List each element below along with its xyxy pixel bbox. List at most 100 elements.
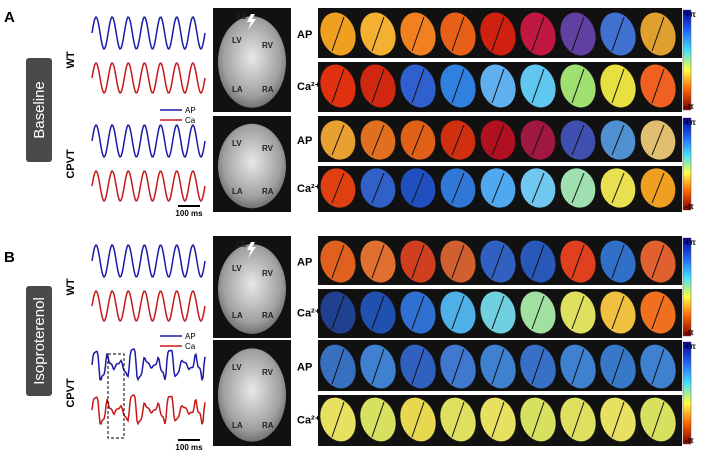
phase-arrow: [571, 172, 585, 204]
heart-label: RA: [262, 311, 274, 320]
phase-arrow: [331, 348, 345, 385]
phase-arrow: [491, 16, 505, 52]
phase-arrow: [651, 124, 665, 156]
legend-label: Ca: [185, 342, 196, 351]
legend-label: AP: [185, 106, 196, 115]
phase-arrow: [371, 68, 385, 104]
heart-label: RV: [262, 269, 274, 278]
map-row-label: AP: [297, 135, 312, 147]
phase-arrow: [491, 348, 505, 385]
heart-label: ES: [236, 12, 247, 21]
heart-label: LV: [232, 264, 242, 273]
phase-arrow: [451, 16, 465, 52]
colorbar-label: +π: [685, 238, 696, 247]
heart: [218, 123, 286, 209]
phase-arrow: [451, 348, 465, 385]
condition-box: [26, 286, 52, 396]
phase-arrow: [451, 401, 465, 438]
colorbar-label: -π: [685, 202, 694, 211]
phase-arrow: [451, 172, 465, 204]
condition-box: [26, 58, 52, 162]
phase-arrow: [371, 348, 385, 385]
genotype-label: CPVT: [65, 378, 77, 408]
heart-label: LA: [232, 85, 243, 94]
scale-bar-label: 100 ms: [175, 443, 203, 452]
phase-arrow: [491, 172, 505, 204]
genotype-label: CPVT: [65, 149, 77, 179]
heart-label: LV: [232, 363, 242, 372]
heart-label: RA: [262, 85, 274, 94]
phase-arrow: [371, 124, 385, 156]
scale-bar-label: 100 ms: [175, 209, 203, 218]
phase-arrow: [571, 401, 585, 438]
colorbar-label: -π: [685, 436, 694, 445]
phase-arrow: [531, 16, 545, 52]
heart-label: RV: [262, 41, 274, 50]
trace: [91, 15, 206, 51]
map-divider: [318, 285, 682, 289]
trace: [91, 348, 206, 382]
phase-arrow: [651, 295, 665, 330]
phase-arrow: [611, 16, 625, 52]
heart-label: RA: [262, 421, 274, 430]
heart: [218, 244, 286, 334]
colorbar-label: +π: [685, 10, 696, 19]
phase-arrow: [491, 244, 505, 279]
phase-arrow: [491, 68, 505, 104]
phase-arrow: [371, 16, 385, 52]
phase-arrow: [531, 68, 545, 104]
heart-label: LA: [232, 421, 243, 430]
phase-arrow: [531, 295, 545, 330]
map-divider: [318, 391, 682, 395]
phase-arrow: [611, 348, 625, 385]
map-row-label: Ca²⁺: [297, 308, 321, 320]
phase-arrow: [491, 124, 505, 156]
phase-arrow: [331, 401, 345, 438]
legend-label: AP: [185, 332, 196, 341]
phase-arrow: [451, 68, 465, 104]
colorbar-label: -π: [685, 328, 694, 337]
phase-arrow: [331, 172, 345, 204]
map-divider: [318, 162, 682, 166]
heart-label: LV: [232, 139, 242, 148]
colorbar: [682, 341, 692, 445]
phase-arrow: [451, 124, 465, 156]
phase-arrow: [331, 16, 345, 52]
heart-label: LV: [232, 36, 242, 45]
map-row-label: Ca²⁺: [297, 415, 321, 427]
phase-arrow: [571, 244, 585, 279]
phase-arrow: [611, 172, 625, 204]
colorbar-label: -π: [685, 102, 694, 111]
stimulus-bolt: [247, 14, 256, 30]
phase-arrow: [571, 295, 585, 330]
trace: [91, 243, 206, 279]
heart: [218, 16, 286, 108]
map-row-label: AP: [297, 257, 312, 269]
phase-arrow: [651, 16, 665, 52]
highlight-box: [107, 353, 125, 439]
phase-arrow: [651, 244, 665, 279]
heart-label: RA: [262, 187, 274, 196]
phase-arrow: [531, 124, 545, 156]
phase-arrow: [371, 172, 385, 204]
heart: [218, 348, 286, 442]
phase-arrow: [371, 295, 385, 330]
phase-arrow: [411, 172, 425, 204]
phase-arrow: [571, 68, 585, 104]
phase-arrow: [331, 68, 345, 104]
phase-arrow: [651, 401, 665, 438]
phase-arrow: [571, 16, 585, 52]
map-row-label: AP: [297, 29, 312, 41]
map-row-label: AP: [297, 362, 312, 374]
phase-arrow: [331, 124, 345, 156]
heart-label: RV: [262, 144, 274, 153]
phase-arrow: [371, 244, 385, 279]
panel-label: A: [4, 9, 15, 26]
phase-arrow: [451, 295, 465, 330]
phase-arrow: [611, 68, 625, 104]
phase-arrow: [571, 124, 585, 156]
phase-arrow: [611, 401, 625, 438]
phase-arrow: [411, 16, 425, 52]
condition-label: Isoproterenol: [31, 297, 48, 385]
